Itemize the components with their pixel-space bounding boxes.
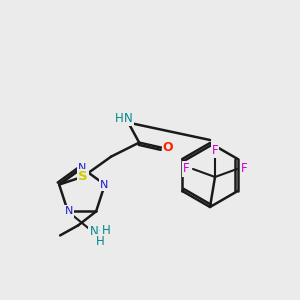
Text: H: H [115,112,124,125]
Text: N: N [100,180,108,190]
Text: N: N [78,163,86,173]
Text: H: H [101,224,110,237]
Text: F: F [241,163,247,176]
Text: N: N [65,206,73,216]
Text: H: H [95,235,104,248]
Text: O: O [163,141,173,154]
Text: F: F [212,143,218,157]
Text: F: F [183,163,189,176]
Text: N: N [124,112,133,125]
Text: N: N [89,225,98,238]
Text: -: - [99,224,103,237]
Text: S: S [78,170,88,183]
